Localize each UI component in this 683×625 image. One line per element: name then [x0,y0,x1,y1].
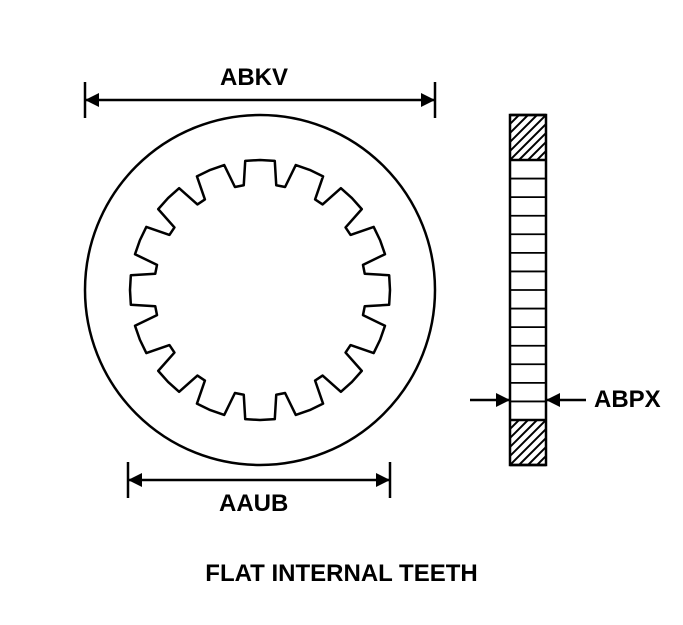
diagram-svg [0,0,683,625]
diagram-container: ABKV AAUB ABPX FLAT INTERNAL TEETH [0,0,683,625]
dimension-label-aaub: AAUB [219,490,288,518]
dimension-label-abpx: ABPX [594,386,661,414]
dimension-label-abkv: ABKV [220,64,288,92]
diagram-title: FLAT INTERNAL TEETH [0,560,683,588]
